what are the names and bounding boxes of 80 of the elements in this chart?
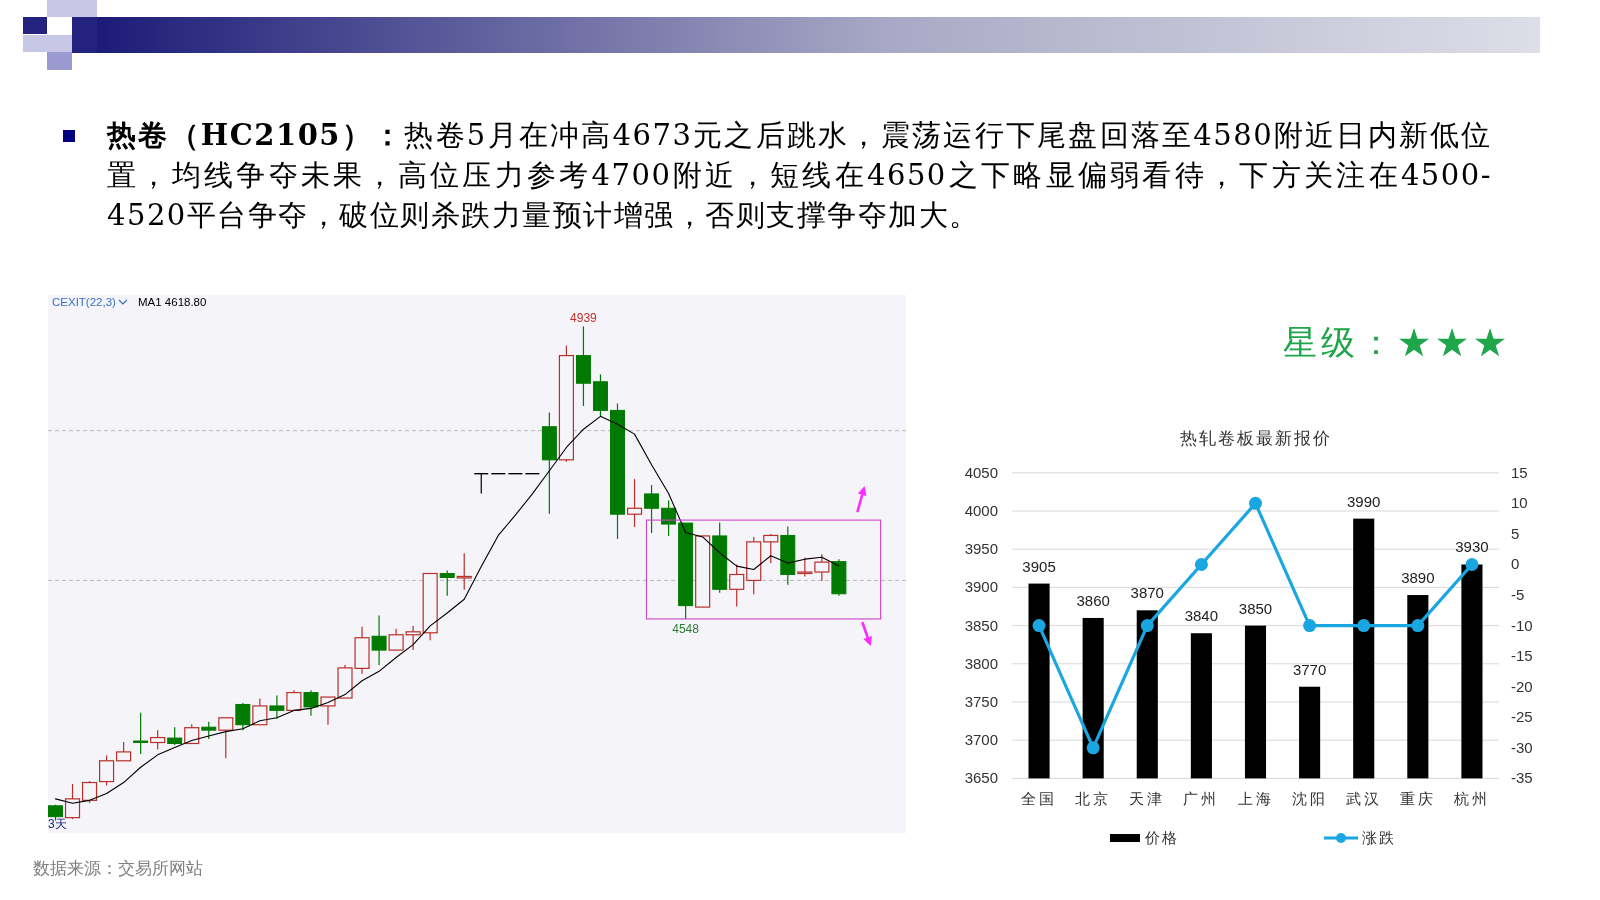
point (1086, 741, 1100, 755)
text: 星级：★★★ (1283, 322, 1511, 362)
y-tick-label: 4050 (964, 463, 998, 481)
data-label: 3990 (1347, 492, 1381, 510)
chart-title: CEXIT(22,3) (52, 296, 117, 308)
annotation: 3天 (48, 817, 67, 831)
data-label: 3840 (1184, 607, 1219, 625)
candlestick (371, 614, 387, 666)
candlestick (456, 552, 472, 591)
candlestick (439, 569, 455, 597)
candlestick (388, 628, 404, 652)
x-tick-label: 北京 (1075, 790, 1112, 808)
y2-tick-label: -25 (1511, 708, 1533, 726)
point (1249, 496, 1262, 510)
point (1032, 619, 1046, 633)
x-tick-label: 天津 (1129, 790, 1166, 808)
data-label: 3930 (1455, 538, 1489, 556)
point (1140, 619, 1154, 633)
data-label: 3770 (1292, 660, 1327, 678)
y2-tick-label: -10 (1511, 616, 1533, 634)
y2-tick-label: -20 (1511, 677, 1533, 695)
point (1303, 619, 1317, 633)
candlestick (405, 625, 421, 651)
point (1194, 557, 1208, 571)
annotation: 4548 (672, 621, 700, 636)
candlestick (64, 783, 81, 820)
x-tick-label: 重庆 (1399, 790, 1436, 808)
candlestick (81, 780, 98, 804)
text: MA1 4618.80 (138, 296, 207, 308)
x-tick-label: 上海 (1237, 790, 1274, 808)
y2-tick-label: -5 (1511, 586, 1525, 604)
candlestick (99, 754, 115, 787)
legend-label: 价格 (1144, 829, 1179, 847)
point (1357, 619, 1371, 633)
chart-title: 热轧卷板最新报价 (1179, 428, 1332, 448)
candlestick (797, 557, 813, 578)
data-label: 3860 (1076, 591, 1110, 609)
y-tick-label: 3850 (964, 616, 998, 634)
candlestick (644, 484, 660, 534)
candlestick (269, 694, 285, 720)
x-tick-label: 广州 (1183, 790, 1220, 808)
y2-tick-label: 0 (1511, 555, 1520, 573)
data-label: 3850 (1238, 599, 1273, 617)
y2-tick-label: -15 (1511, 647, 1533, 665)
point (1465, 557, 1479, 571)
y2-tick-label: -30 (1511, 738, 1533, 756)
candlestick (235, 702, 251, 731)
annotation: 4939 (570, 311, 598, 326)
x-tick-label: 全国 (1021, 790, 1058, 808)
candlestick (252, 697, 268, 726)
x-tick-label: 杭州 (1452, 790, 1490, 808)
y2-tick-label: 10 (1511, 494, 1528, 512)
data-label: 3870 (1130, 584, 1164, 602)
y-tick-label: 4000 (964, 502, 998, 519)
x-tick-label: 沈阳 (1291, 790, 1328, 808)
text: 热卷（HC2105）： (107, 118, 405, 152)
y-tick-label: 3700 (964, 731, 998, 749)
candlestick (116, 741, 132, 762)
y2-tick-label: 5 (1511, 524, 1520, 542)
candlestick (133, 712, 149, 755)
y2-tick-label: 15 (1511, 463, 1528, 481)
x-tick-label: 武汉 (1345, 790, 1382, 808)
y-tick-label: 3800 (964, 654, 998, 672)
y-tick-label: 3900 (964, 578, 998, 596)
candlestick (763, 533, 779, 564)
legend-label: 涨跌 (1362, 829, 1396, 847)
candlestick (218, 716, 234, 759)
y2-tick-label: -35 (1511, 769, 1533, 787)
y-tick-label: 3750 (964, 693, 998, 710)
candlestick (150, 729, 166, 751)
data-label: 3890 (1401, 569, 1435, 587)
candlestick (303, 689, 319, 717)
candlestick (729, 564, 745, 608)
candlestick (814, 553, 830, 582)
y-tick-label: 3950 (964, 540, 998, 558)
candlestick (626, 478, 643, 528)
source-note: 数据来源：交易所网站 (33, 858, 203, 878)
y-tick-label: 3650 (964, 769, 998, 787)
point (1411, 619, 1425, 633)
data-label: 3905 (1022, 557, 1056, 575)
